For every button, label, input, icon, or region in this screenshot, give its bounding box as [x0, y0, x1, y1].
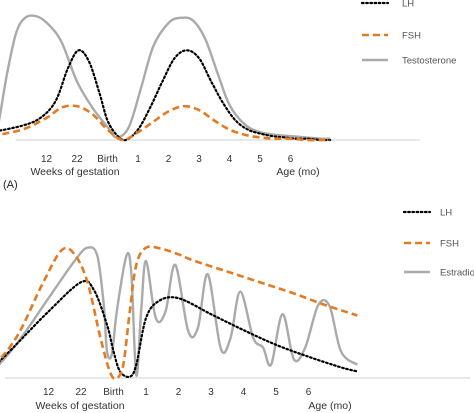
legend-label-estradiol: Estradiol — [440, 268, 474, 279]
x-axis-title-age: Age (mo) — [308, 400, 351, 412]
x-tick-label: 4 — [241, 387, 247, 398]
x-tick-label: 1 — [143, 387, 149, 398]
x-tick-label: 6 — [306, 387, 312, 398]
x-tick-label: 2 — [166, 154, 172, 165]
x-tick-label: 3 — [196, 154, 202, 165]
legend-label-lh: LH — [402, 0, 414, 10]
x-tick-label: Birth — [97, 154, 118, 165]
series-line-testosterone — [0, 14, 331, 140]
x-tick-label: 1 — [135, 154, 141, 165]
x-tick-label: 5 — [273, 387, 279, 398]
series-line-fsh — [0, 104, 331, 142]
x-tick-label: 12 — [43, 387, 55, 398]
legend-label-fsh: FSH — [402, 31, 421, 42]
x-tick-label: 6 — [288, 154, 294, 165]
x-tick-label: Birth — [103, 387, 124, 398]
legend-label-testosterone: Testosterone — [402, 56, 456, 67]
x-tick-label: 22 — [71, 154, 83, 165]
panel-label: (A) — [3, 179, 18, 191]
x-axis-title-age: Age (mo) — [276, 166, 319, 178]
x-axis-title-gestation: Weeks of gestation — [35, 400, 124, 412]
x-tick-label: 4 — [227, 154, 233, 165]
series-line-estradiol — [0, 246, 359, 377]
series-line-lh — [0, 279, 359, 379]
x-axis-title-gestation: Weeks of gestation — [30, 166, 119, 178]
series-line-lh — [0, 49, 332, 142]
legend-label-lh: LH — [440, 208, 452, 219]
series-line-fsh — [0, 245, 358, 380]
x-tick-label: 22 — [75, 387, 87, 398]
legend-label-fsh: FSH — [440, 239, 459, 250]
x-tick-label: 2 — [176, 387, 182, 398]
x-tick-label: 12 — [41, 154, 53, 165]
x-tick-label: 5 — [257, 154, 263, 165]
x-tick-label: 3 — [208, 387, 214, 398]
